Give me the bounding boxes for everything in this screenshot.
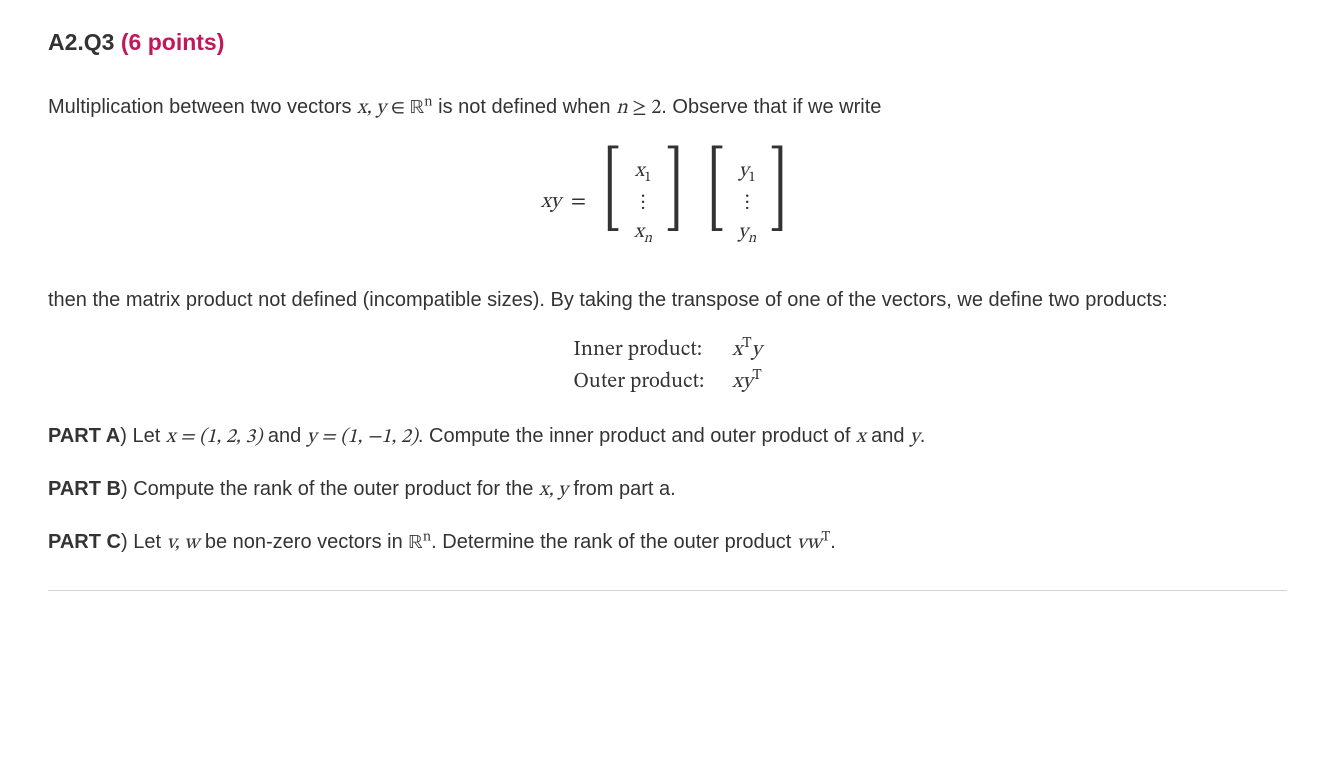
part-c-t3: . Determine the rank of the outer produc… xyxy=(431,531,797,553)
part-a-t1: Let xyxy=(127,425,166,447)
intro-vectors-xy: x, y xyxy=(357,98,386,118)
part-b-xy: x, y xyxy=(539,480,568,500)
eq-sign: = xyxy=(571,189,586,215)
matrix-y-entry-1: y1 xyxy=(739,155,756,188)
matrix-wrap: xy = [ x1 ⋮ xn ] [ y1 ⋮ yn ] xyxy=(541,145,795,259)
inner-x: x xyxy=(732,339,742,360)
matrix-x1-var: x xyxy=(635,161,645,181)
outer-product-expr: xyT xyxy=(732,369,761,395)
inner-product-expr: xTy xyxy=(732,337,761,363)
matrix-y1-sub: 1 xyxy=(748,171,755,185)
eq-lhs: xy xyxy=(541,189,561,215)
question-id: A2.Q3 xyxy=(48,29,114,55)
matrix-y-vdots: ⋮ xyxy=(742,188,752,216)
separator-rule xyxy=(48,590,1287,591)
intro-text-post: . Observe that if we write xyxy=(661,96,881,118)
part-c-paren: ) xyxy=(121,531,128,553)
intro-space-R: ℝ xyxy=(410,98,425,118)
matrix-y-column: y1 ⋮ yn xyxy=(732,145,762,259)
part-c: PART C) Let v, w be non-zero vectors in … xyxy=(48,525,1287,560)
matrix-x-vdots: ⋮ xyxy=(638,188,648,216)
question-page: A2.Q3 (6 points) Multiplication between … xyxy=(0,0,1335,611)
product-definitions: Inner product: xTy Outer product: xyT xyxy=(48,337,1287,395)
bracket-left-icon: [ xyxy=(603,145,621,259)
product-grid: Inner product: xTy Outer product: xyT xyxy=(573,337,761,395)
part-c-t1: Let xyxy=(128,531,167,553)
bracket-right-icon: ] xyxy=(769,145,787,259)
part-a-label: PART A xyxy=(48,425,120,447)
part-a-paren: ) xyxy=(120,425,127,447)
matrix-xn-sub: n xyxy=(644,232,652,246)
matrix-y-entry-n: yn xyxy=(738,216,756,249)
part-c-sup: T xyxy=(822,530,831,544)
part-a: PART A) Let x = (1, 2, 3) and y = (1, −1… xyxy=(48,419,1287,454)
part-a-y-eq: y = (1, −1, 2) xyxy=(307,427,418,447)
part-a-x-eq: x = (1, 2, 3) xyxy=(166,427,263,447)
part-c-space-sup: n xyxy=(423,530,431,544)
part-a-y-eq-text: y = (1, −1, 2) xyxy=(307,427,418,447)
intro-space-sup: n xyxy=(424,95,432,109)
bracket-left-icon: [ xyxy=(707,145,725,259)
part-b-label: PART B xyxy=(48,478,121,500)
inner-y: y xyxy=(751,339,761,360)
outer-product-label: Outer product: xyxy=(573,369,704,395)
part-c-w: w xyxy=(807,533,822,553)
intro-paragraph: Multiplication between two vectors x, y … xyxy=(48,90,1287,125)
part-c-space-R: ℝ xyxy=(408,533,423,553)
part-c-expr: vwT xyxy=(797,533,830,553)
matrix-equation: xy = [ x1 ⋮ xn ] [ y1 ⋮ yn ] xyxy=(48,145,1287,259)
part-a-and: and xyxy=(262,425,306,447)
intro-text-pre: Multiplication between two vectors xyxy=(48,96,357,118)
matrix-yn-var: y xyxy=(738,222,748,242)
matrix-x: [ x1 ⋮ xn ] xyxy=(596,145,690,259)
outer-y: y xyxy=(742,371,752,392)
question-points: (6 points) xyxy=(121,29,225,55)
part-a-xv: x xyxy=(856,427,866,447)
matrix-x1-sub: 1 xyxy=(644,171,651,185)
matrix-xn-var: x xyxy=(634,222,644,242)
matrix-x-entry-n: xn xyxy=(634,216,652,249)
part-c-label: PART C xyxy=(48,531,121,553)
matrix-y: [ y1 ⋮ yn ] xyxy=(700,145,794,259)
bracket-right-icon: ] xyxy=(665,145,683,259)
part-a-t2: . Compute the inner product and outer pr… xyxy=(418,425,856,447)
inner-product-label: Inner product: xyxy=(573,337,704,363)
part-b-t2: from part a. xyxy=(568,478,676,500)
part-b-paren: ) xyxy=(121,478,128,500)
outer-sup: T xyxy=(753,367,762,383)
matrix-yn-sub: n xyxy=(748,232,756,246)
part-b-t1: Compute the rank of the outer product fo… xyxy=(128,478,539,500)
part-a-yv: y xyxy=(910,427,920,447)
matrix-x-entry-1: x1 xyxy=(635,155,652,188)
part-a-and2: and xyxy=(866,425,910,447)
outer-x: x xyxy=(732,371,742,392)
part-c-v: v xyxy=(797,533,807,553)
intro-cond-rel: ≥ 2 xyxy=(628,98,662,118)
part-a-x-eq-text: x = (1, 2, 3) xyxy=(166,427,263,447)
matrix-x-column: x1 ⋮ xn xyxy=(628,145,658,259)
question-heading: A2.Q3 (6 points) xyxy=(48,28,1287,58)
part-c-vw: v, w xyxy=(167,533,200,553)
part-b: PART B) Compute the rank of the outer pr… xyxy=(48,472,1287,507)
intro-cond-var: n xyxy=(616,98,628,118)
mid-paragraph: then the matrix product not defined (inc… xyxy=(48,283,1287,317)
intro-in-symbol: ∈ xyxy=(386,98,410,118)
part-c-t2: be non-zero vectors in xyxy=(199,531,408,553)
intro-text-mid: is not defined when xyxy=(433,96,616,118)
part-c-dot: . xyxy=(830,531,836,553)
part-a-dot: . xyxy=(920,425,926,447)
